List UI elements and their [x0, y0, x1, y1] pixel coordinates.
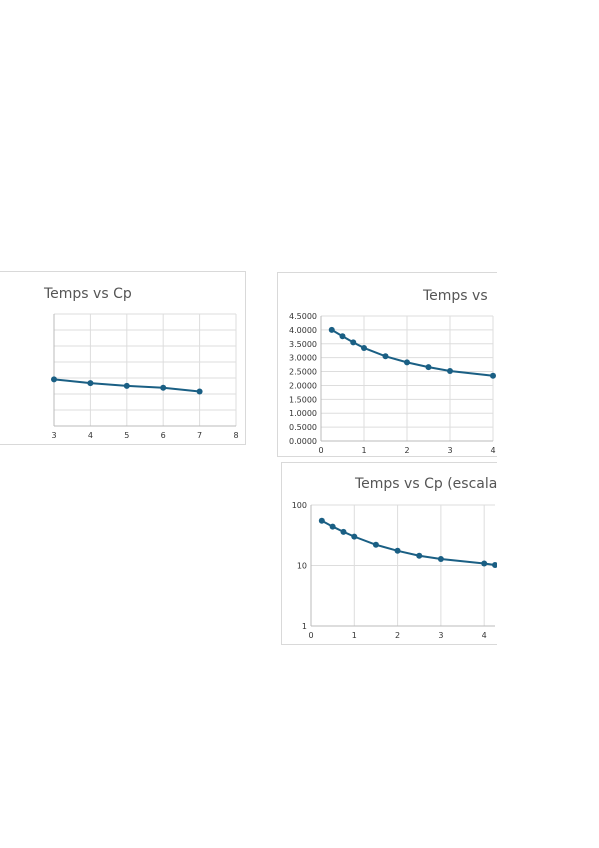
chart-temps-vs-cp-left: 3 4 5 6 7 8 Temps vs Cp: [0, 271, 246, 445]
y-tick-label: 4.0000: [289, 326, 317, 335]
y-tick-label: 2.0000: [289, 381, 317, 390]
data-point: [416, 552, 423, 559]
data-point: [51, 376, 57, 383]
x-tick-label: 3: [51, 431, 56, 440]
chart-left-title: Temps vs Cp: [43, 286, 132, 302]
data-point: [404, 359, 410, 366]
x-tick-label: 0: [308, 631, 313, 640]
chart-bottom-title: Temps vs Cp (escala: [354, 476, 497, 492]
data-point: [196, 388, 203, 395]
x-tick-label: 6: [161, 431, 166, 440]
data-point: [318, 517, 325, 524]
y-tick-label: 3.5000: [289, 340, 317, 349]
y-tick-label: 2.5000: [289, 368, 317, 377]
data-point: [160, 384, 167, 391]
data-point: [372, 541, 379, 548]
data-point: [481, 560, 488, 567]
y-tick-label: 1.5000: [289, 395, 317, 404]
y-tick-label: 3.0000: [289, 354, 317, 363]
data-point: [437, 556, 444, 563]
data-point: [340, 528, 347, 535]
x-tick-label: 4: [482, 631, 487, 640]
x-tick-label: 3: [438, 631, 443, 640]
chart-temps-vs-cp-right: 0 1 2 3 4 0.0000 0.5000 1.0000 1.5000 2.0000 2.500…: [277, 272, 497, 457]
data-point: [425, 364, 432, 371]
data-point: [123, 382, 130, 389]
x-tick-label: 1: [352, 631, 357, 640]
series-line: [331, 329, 494, 377]
x-tick-label: 2: [395, 631, 400, 640]
data-point: [328, 326, 335, 333]
data-point: [350, 339, 357, 346]
chart-right-svg: 0 1 2 3 4 0.0000 0.5000 1.0000 1.5000 2.0000 2.500…: [289, 288, 496, 455]
data-point: [361, 344, 367, 351]
x-tick-label: 4: [88, 431, 93, 440]
x-tick-label: 8: [233, 431, 238, 440]
data-point: [329, 523, 336, 530]
x-tick-label: 1: [361, 446, 366, 455]
chart-temps-vs-cp-log: 0 1 2 3 4 1 10 100 Temps vs Cp (escala: [281, 462, 497, 645]
data-point: [339, 333, 346, 340]
y-tick-label: 0.5000: [289, 423, 317, 432]
y-tick-label: 1: [302, 622, 307, 631]
x-tick-label: 2: [404, 446, 409, 455]
chart-left-svg: 3 4 5 6 7 8 Temps vs Cp: [43, 286, 239, 440]
y-tick-label: 1.0000: [289, 409, 317, 418]
chart-right-title: Temps vs: [422, 288, 488, 304]
data-point: [351, 533, 358, 540]
data-point: [492, 561, 497, 568]
y-tick-label: 100: [292, 501, 307, 510]
data-point: [87, 380, 94, 387]
data-point: [490, 372, 496, 379]
data-point: [382, 353, 389, 360]
x-tick-label: 0: [318, 446, 323, 455]
y-tick-label: 4.5000: [289, 312, 317, 321]
x-tick-label: 4: [490, 446, 495, 455]
y-tick-label: 0.0000: [289, 437, 317, 446]
y-tick-label: 10: [297, 562, 307, 571]
series-line: [321, 519, 496, 566]
x-tick-label: 3: [447, 446, 452, 455]
data-point: [394, 547, 401, 554]
x-tick-label: 5: [124, 431, 129, 440]
data-point: [447, 368, 453, 374]
x-tick-label: 7: [197, 431, 202, 440]
